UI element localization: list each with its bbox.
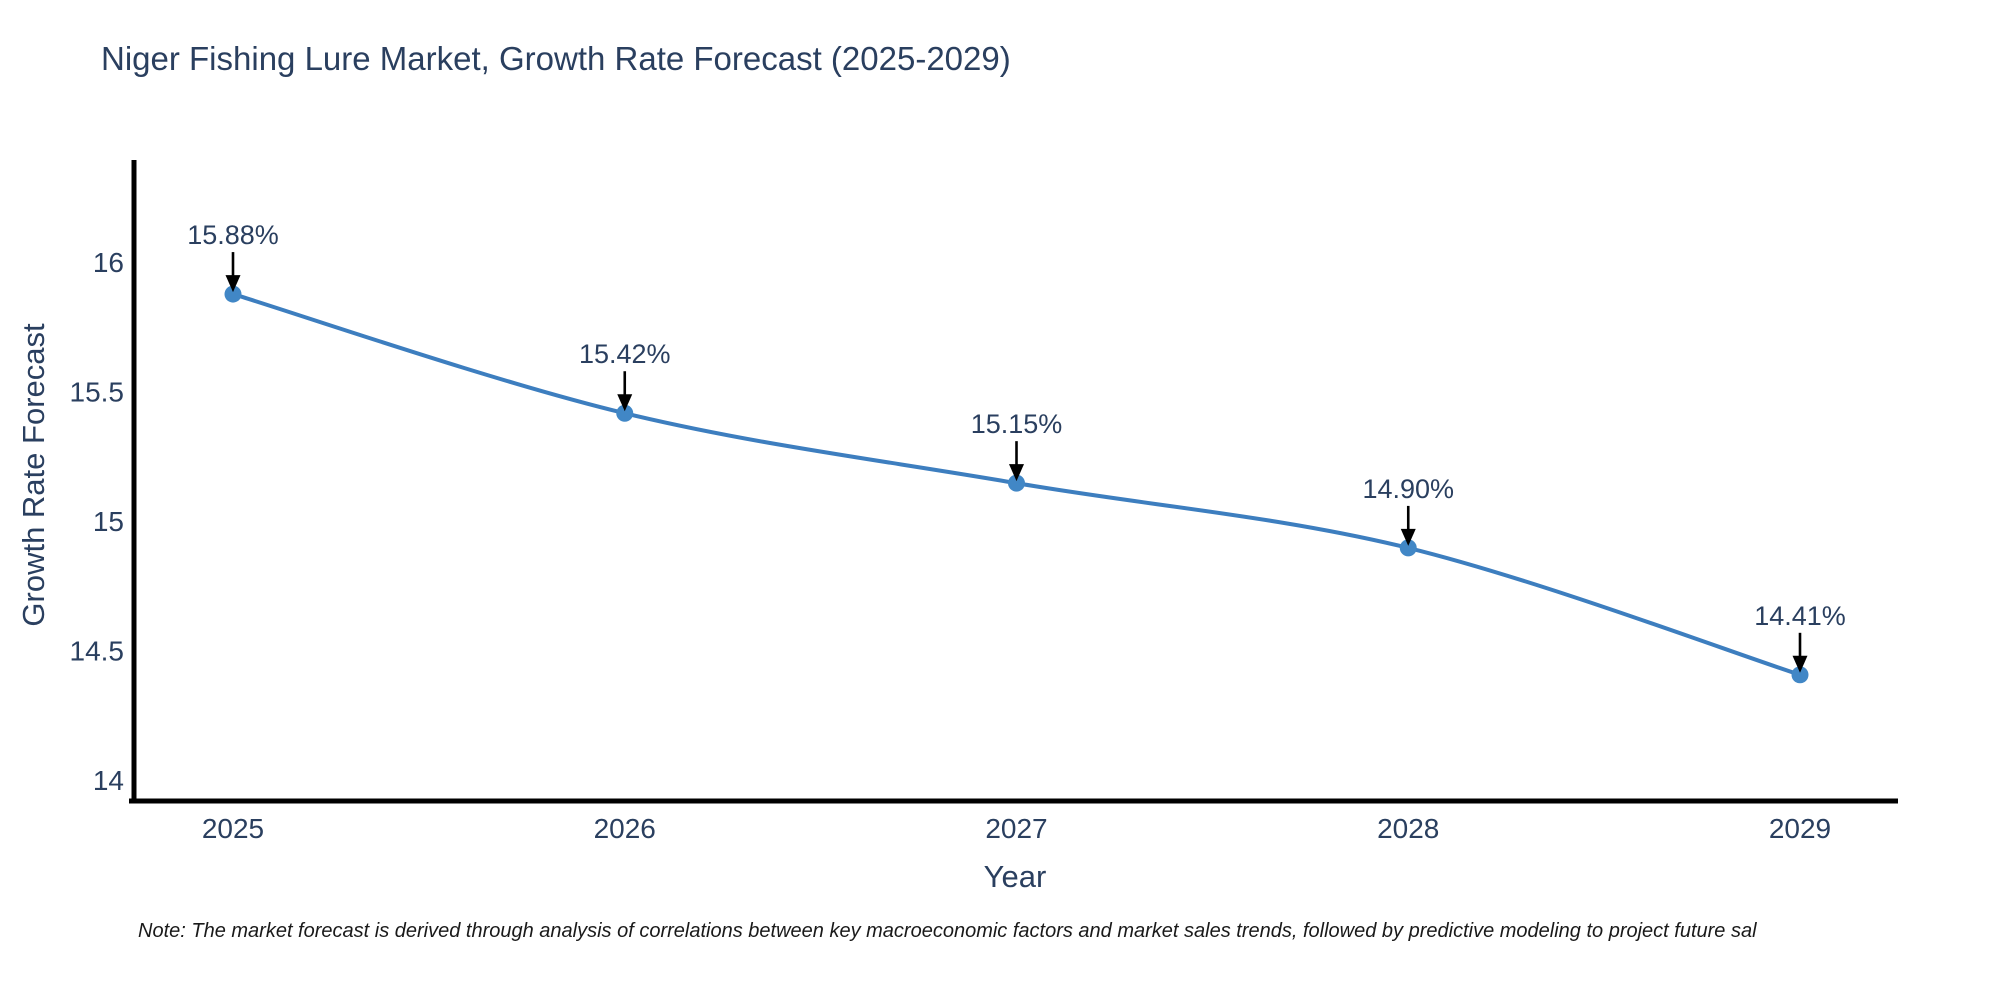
x-tick-label-2029: 2029	[1769, 813, 1831, 844]
chart-title: Niger Fishing Lure Market, Growth Rate F…	[101, 40, 1011, 77]
annotation-label-2025: 15.88%	[187, 220, 279, 250]
y-tick-label-14: 14	[93, 765, 124, 796]
annotation-arrowhead	[617, 394, 633, 412]
chart-note: Note: The market forecast is derived thr…	[138, 920, 1757, 942]
y-axis-title: Growth Rate Forecast	[16, 323, 51, 627]
data-point-2028	[1399, 539, 1417, 557]
y-tick-label-16: 16	[93, 247, 124, 278]
annotation-arrowhead	[1009, 464, 1024, 482]
x-tick-label-2026: 2026	[594, 813, 656, 844]
x-axis-title: Year	[983, 859, 1047, 894]
x-tick-label-2025: 2025	[202, 813, 264, 844]
annotation-label-2027: 15.15%	[971, 409, 1063, 439]
x-tick-label-2028: 2028	[1377, 813, 1439, 844]
annotation-label-2028: 14.90%	[1362, 474, 1454, 504]
data-point-2026	[616, 404, 634, 422]
data-point-2027	[1008, 474, 1025, 492]
y-tick-label-15.5: 15.5	[70, 377, 125, 408]
data-point-2029	[1791, 666, 1809, 684]
y-tick-label-14.5: 14.5	[70, 636, 125, 667]
annotation-label-2026: 15.42%	[579, 339, 671, 369]
y-tick-label-15: 15	[93, 506, 124, 537]
data-point-2025	[224, 285, 242, 303]
annotation-arrowhead	[225, 275, 241, 293]
annotation-arrowhead	[1400, 528, 1416, 546]
annotation-arrowhead	[1792, 655, 1808, 673]
x-tick-label-2027: 2027	[985, 813, 1047, 844]
annotation-label-2029: 14.41%	[1754, 601, 1846, 631]
